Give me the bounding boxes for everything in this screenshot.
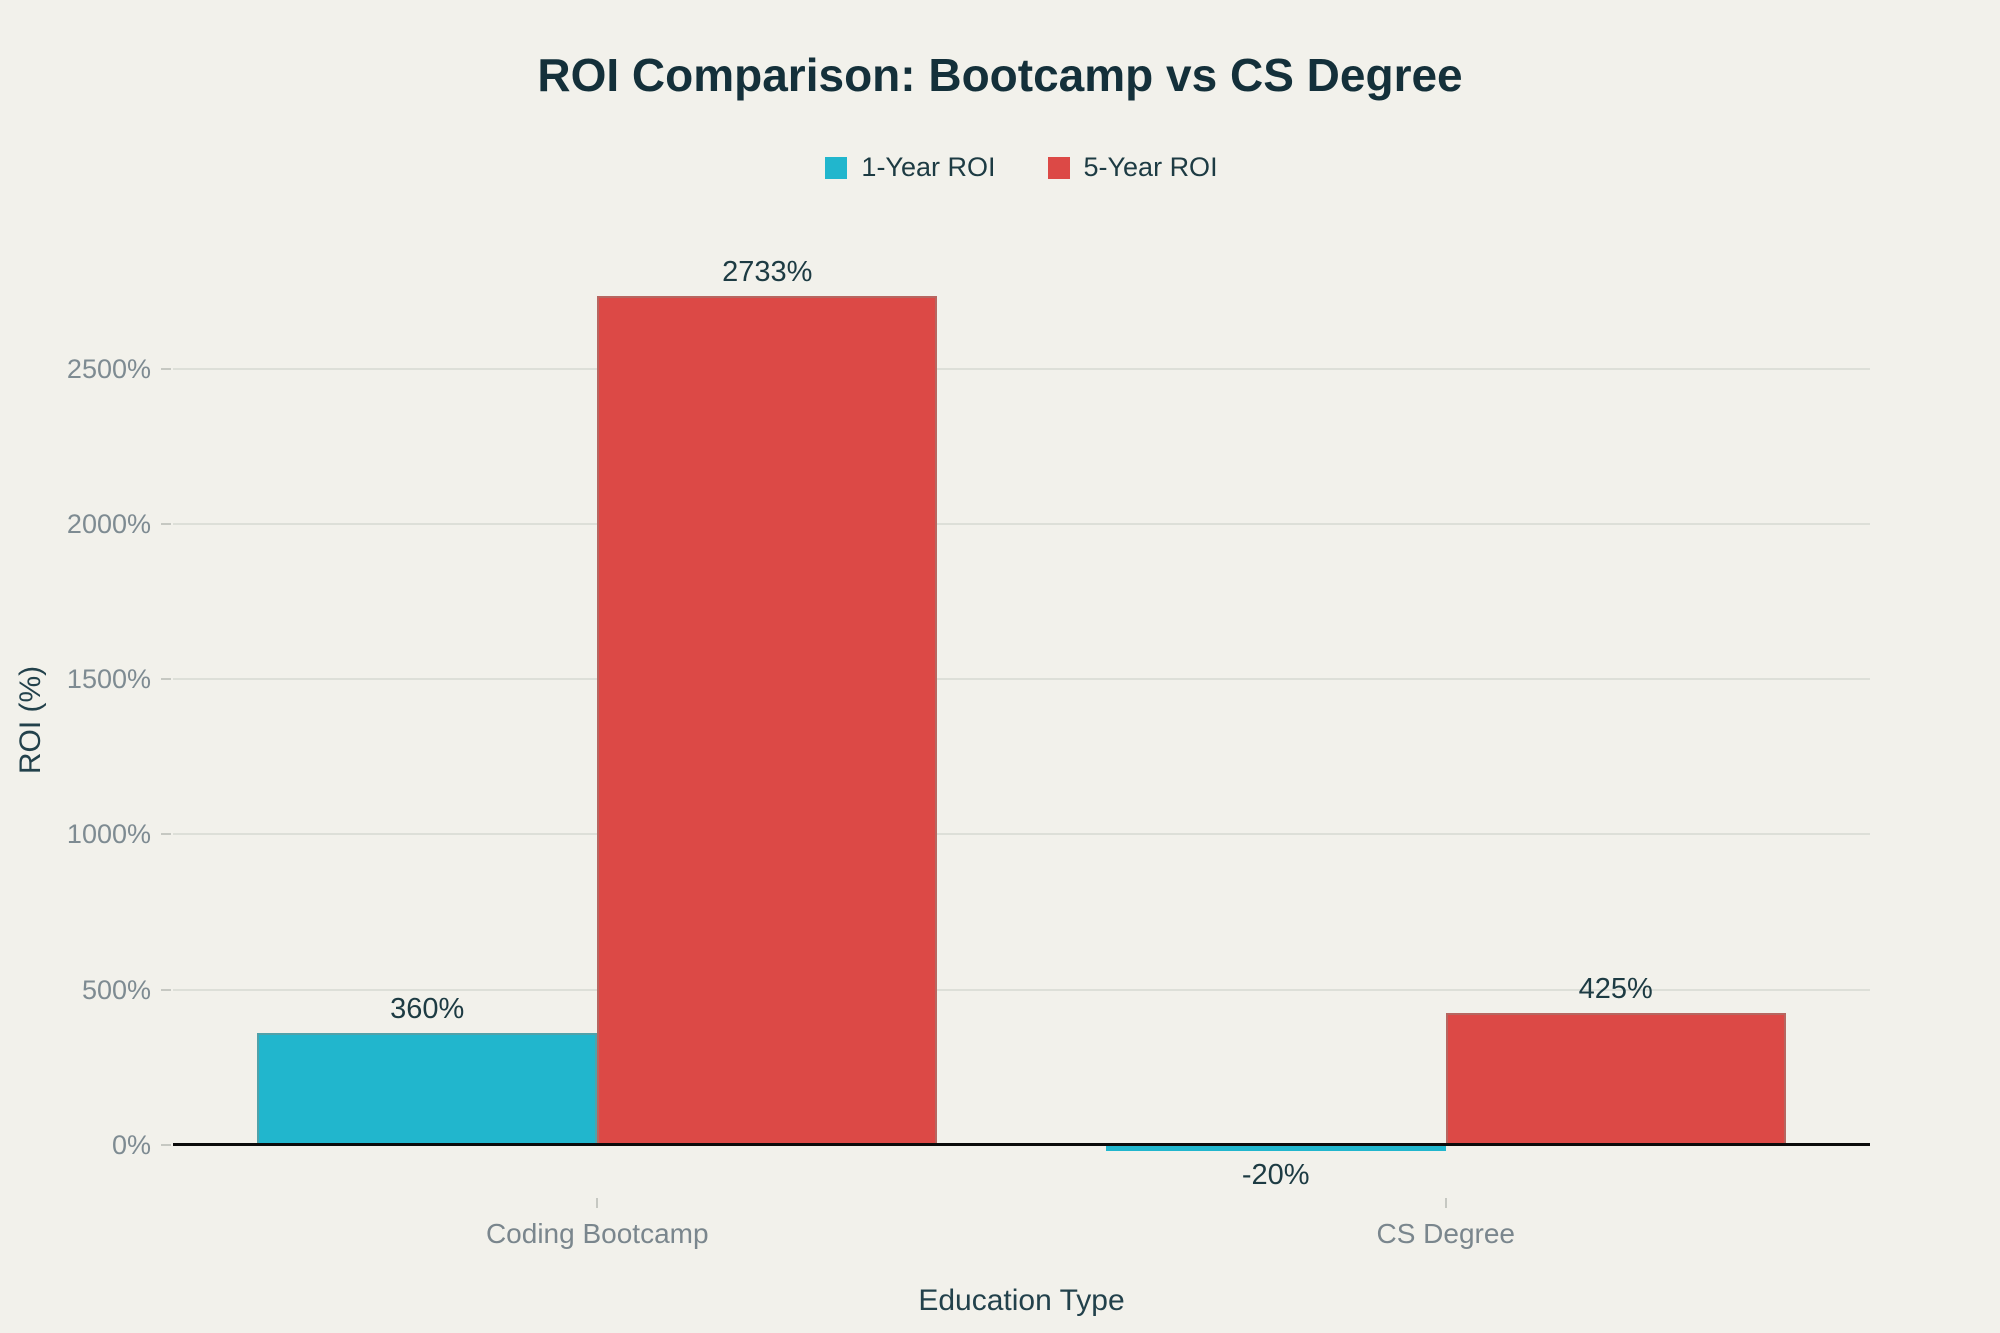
y-tick-label: 1500% xyxy=(66,664,151,695)
x-axis-title: Education Type xyxy=(918,1284,1125,1317)
chart-title: ROI Comparison: Bootcamp vs CS Degree xyxy=(537,49,1463,101)
legend-item-1-year-roi[interactable]: 1-Year ROI xyxy=(825,152,996,183)
gridline xyxy=(173,522,1870,525)
y-tick-label: 500% xyxy=(81,974,151,1005)
bar-value-label: 360% xyxy=(390,993,465,1025)
bar-5-year-roi-coding-bootcamp[interactable] xyxy=(597,296,938,1145)
y-axis-title: ROI (%) xyxy=(14,665,47,775)
bar-1-year-roi-coding-bootcamp[interactable] xyxy=(257,1033,598,1145)
category-label: CS Degree xyxy=(1376,1218,1515,1249)
y-tick-label: 2500% xyxy=(66,353,151,384)
y-tick-icon xyxy=(161,678,171,681)
zero-axis-line xyxy=(173,1143,1870,1146)
legend-swatch-icon xyxy=(825,156,848,179)
legend: 1-Year ROI 5-Year ROI xyxy=(173,152,1870,183)
y-tick-label: 1000% xyxy=(66,819,151,850)
y-tick-icon xyxy=(161,1144,171,1146)
bar-5-year-roi-cs-degree[interactable] xyxy=(1445,1013,1786,1145)
x-tick-icon xyxy=(596,1198,599,1208)
legend-label: 5-Year ROI xyxy=(1083,152,1218,182)
gridline xyxy=(173,833,1870,836)
y-tick-icon xyxy=(161,988,171,991)
gridline xyxy=(173,678,1870,681)
bar-value-label: 425% xyxy=(1578,973,1653,1005)
legend-swatch-icon xyxy=(1047,156,1070,179)
y-tick-label: 2000% xyxy=(66,508,151,539)
bar-value-label: -20% xyxy=(1241,1159,1310,1191)
category-label: Coding Bootcamp xyxy=(485,1218,709,1249)
y-tick-icon xyxy=(161,367,171,370)
bar-value-label: 2733% xyxy=(722,256,813,288)
y-tick-icon xyxy=(161,833,171,836)
gridline xyxy=(173,988,1870,991)
gridline xyxy=(173,367,1870,370)
y-tick-icon xyxy=(161,522,171,525)
legend-item-5-year-roi[interactable]: 5-Year ROI xyxy=(1047,152,1218,183)
bar-1-year-roi-cs-degree[interactable] xyxy=(1105,1145,1446,1151)
x-tick-icon xyxy=(1444,1198,1447,1208)
y-tick-label: 0% xyxy=(111,1130,151,1160)
legend-label: 1-Year ROI xyxy=(861,152,996,182)
